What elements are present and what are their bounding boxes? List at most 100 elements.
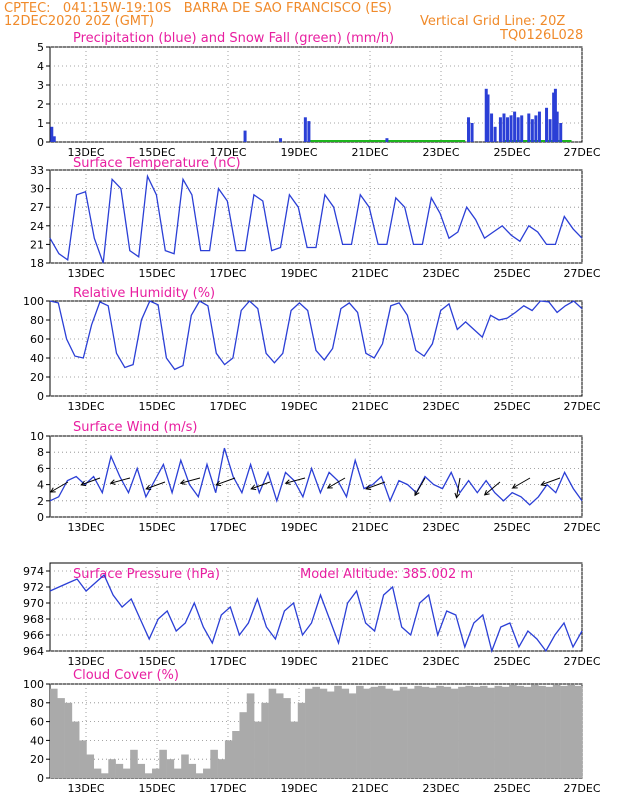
y-tick-label: 966 xyxy=(23,629,44,642)
y-tick-label: 972 xyxy=(23,581,44,594)
cloud-bar xyxy=(479,685,488,778)
cloud-bar xyxy=(377,685,386,778)
x-tick-label: 27DEC xyxy=(563,267,600,280)
x-tick-label: 13DEC xyxy=(67,400,104,413)
x-tick-label: 19DEC xyxy=(280,655,317,668)
x-tick-label: 13DEC xyxy=(67,267,104,280)
panel-title: Precipitation (blue) and Snow Fall (gree… xyxy=(73,31,394,46)
model-code-label: TQ0126L028 xyxy=(500,28,584,43)
cloud-bar xyxy=(530,684,539,778)
cloud-bar xyxy=(356,685,364,778)
precip-bar xyxy=(50,126,54,142)
wind-arrow-head xyxy=(145,484,152,491)
y-tick-label: 3 xyxy=(37,79,44,92)
y-tick-label: 20 xyxy=(30,371,44,384)
precip-bar xyxy=(537,111,541,142)
y-tick-label: 40 xyxy=(30,734,44,747)
precip-bar xyxy=(509,115,513,142)
y-tick-label: 1 xyxy=(37,117,44,130)
precip-bar xyxy=(506,117,510,142)
cloud-bar xyxy=(261,702,269,778)
x-tick-label: 15DEC xyxy=(138,521,175,534)
y-tick-label: 0 xyxy=(37,390,44,403)
wind-arrow-head xyxy=(483,490,490,496)
cloud-bar xyxy=(538,685,546,778)
y-tick-label: 2 xyxy=(37,98,44,111)
precip-bar xyxy=(490,113,494,142)
station-header: CPTEC: 041:15W-19:10S BARRA DE SAO FRANC… xyxy=(4,1,392,16)
x-tick-label: 23DEC xyxy=(422,655,459,668)
precip-bar xyxy=(548,119,552,142)
precip-bar xyxy=(502,113,506,142)
y-tick-label: 24 xyxy=(30,220,44,233)
model-altitude-label: Model Altitude: 385.002 m xyxy=(300,567,473,582)
cloud-bar xyxy=(108,759,116,778)
x-tick-label: 17DEC xyxy=(209,521,246,534)
precip-bar xyxy=(493,126,497,142)
wind-arrow-shaft xyxy=(180,477,201,484)
cloud-bar xyxy=(275,693,284,778)
cloud-bar xyxy=(50,688,58,778)
cloud-bar xyxy=(290,721,299,778)
x-tick-label: 15DEC xyxy=(138,146,175,159)
wind-arrow-shaft xyxy=(146,481,166,490)
cloud-bar xyxy=(217,759,226,778)
y-tick-label: 8 xyxy=(37,446,44,459)
y-tick-label: 21 xyxy=(30,238,44,251)
precip-bar xyxy=(303,117,307,142)
cloud-bar xyxy=(195,773,204,778)
x-tick-label: 19DEC xyxy=(280,521,317,534)
y-tick-label: 80 xyxy=(30,697,44,710)
precip-bar xyxy=(552,92,556,142)
cloud-bar xyxy=(166,759,175,778)
cloud-bar xyxy=(283,698,291,778)
cloud-bar xyxy=(224,740,233,778)
x-tick-label: 19DEC xyxy=(280,400,317,413)
cloud-bar xyxy=(458,686,466,778)
y-tick-label: 0 xyxy=(37,772,44,785)
precip-bar xyxy=(516,117,520,142)
y-tick-label: 100 xyxy=(23,295,44,308)
x-tick-label: 25DEC xyxy=(493,782,530,795)
panel-frame xyxy=(49,435,583,518)
wind-arrow-head xyxy=(326,483,333,489)
cloud-bar xyxy=(567,684,576,778)
cloud-bar xyxy=(392,690,401,778)
x-tick-label: 25DEC xyxy=(493,521,530,534)
panel-title: Cloud Cover (%) xyxy=(73,668,179,683)
cloud-bar xyxy=(494,685,503,778)
x-tick-label: 21DEC xyxy=(351,782,388,795)
wind-arrow-shaft xyxy=(327,477,346,489)
cloud-bar xyxy=(428,687,437,778)
cloud-bar xyxy=(574,685,583,778)
y-tick-label: 100 xyxy=(23,678,44,691)
x-tick-label: 27DEC xyxy=(563,521,600,534)
x-tick-label: 13DEC xyxy=(67,521,104,534)
cloud-bar xyxy=(348,693,357,778)
y-tick-label: 80 xyxy=(30,314,44,327)
wind-arrow-shaft xyxy=(50,481,69,493)
wind-arrow-head xyxy=(414,490,420,497)
x-tick-label: 23DEC xyxy=(422,521,459,534)
cloud-bar xyxy=(370,686,379,778)
run-time-label: 12DEC2020 20Z (GMT) xyxy=(4,14,155,29)
x-tick-label: 27DEC xyxy=(563,400,600,413)
grid-note-label: Vertical Grid Line: 20Z xyxy=(420,14,566,29)
x-tick-label: 13DEC xyxy=(67,655,104,668)
x-tick-label: 23DEC xyxy=(422,782,459,795)
y-tick-label: 30 xyxy=(30,183,44,196)
precip-bar xyxy=(385,138,389,142)
x-tick-label: 27DEC xyxy=(563,146,600,159)
x-tick-label: 21DEC xyxy=(351,400,388,413)
cloud-bar xyxy=(472,686,481,778)
cloud-bar xyxy=(144,773,153,778)
series-line xyxy=(49,300,583,371)
cloud-bar xyxy=(399,686,408,778)
series-line xyxy=(49,173,583,264)
wind-arrow-head xyxy=(284,479,291,485)
cloud-bar xyxy=(509,684,517,778)
cloud-bar xyxy=(297,702,306,778)
precip-bar xyxy=(498,117,502,142)
cloud-bar xyxy=(552,684,561,778)
